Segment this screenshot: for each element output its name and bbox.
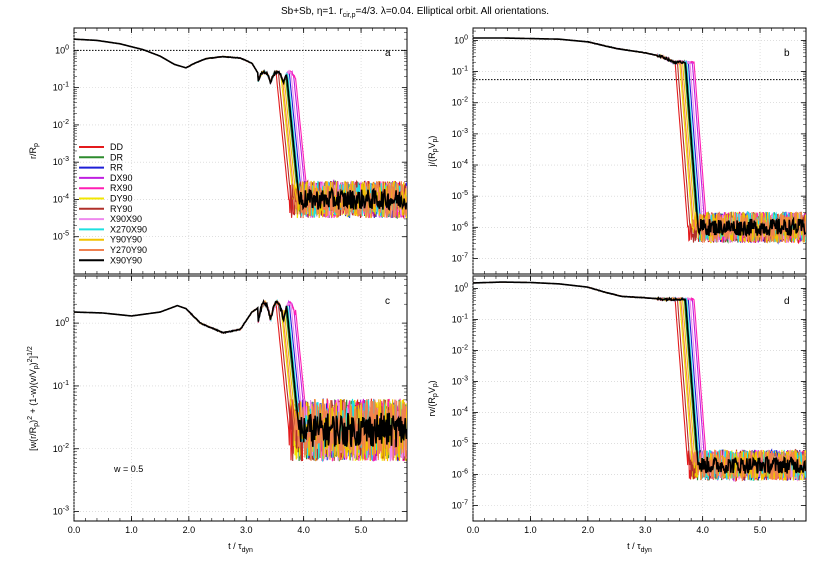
y-tick-label: 10-3: [53, 156, 69, 167]
panel-frame: [73, 275, 408, 522]
y-tick-label: 10-6: [452, 468, 468, 479]
legend-label-y270y90: Y270Y90: [110, 245, 147, 255]
x-tick-label: 4.0: [297, 525, 310, 535]
legend-label-dy90: DY90: [110, 194, 133, 204]
panel-letter: c: [385, 296, 390, 307]
y-tick-label: 10-4: [452, 159, 468, 170]
y-tick-label: 100: [55, 44, 69, 55]
panel-letter: a: [385, 48, 391, 59]
series-line-dr: [473, 37, 806, 244]
legend-label-dx90: DX90: [110, 173, 133, 183]
panel-annotation: w = 0.5: [113, 464, 143, 474]
series-line-ry90: [473, 37, 806, 243]
y-axis-label: [w(r/Rp)2 + (1-w)(v/Vp)2]1/2: [27, 346, 40, 451]
panel-b: 10-7 10-6 10-5 10-4 10-3 10-2 10-1 100 b j/(RpVp): [427, 27, 807, 275]
panel-letter: d: [784, 296, 790, 307]
x-tick-label: 3.0: [639, 525, 652, 535]
legend-label-ry90: RY90: [110, 204, 132, 214]
panel-d: 0.0 1.0 2.0 3.0 4.0 5.0 10-7 10-6 10-5 10-4 10-3 10…: [427, 275, 807, 554]
y-tick-label: 10-5: [452, 190, 468, 201]
panel-frame: [472, 275, 807, 522]
legend: DDDRRRDX90RX90DY90RY90X90X90X270X90Y90Y9…: [79, 142, 147, 265]
series-line-dy90: [473, 37, 806, 244]
legend-label-y90y90: Y90Y90: [110, 235, 142, 245]
series-line-x90y90: [473, 281, 806, 474]
panel-letter: b: [784, 48, 790, 59]
series-line-y90y90: [473, 37, 806, 244]
legend-label-rr: RR: [110, 163, 123, 173]
series-group: [74, 298, 407, 463]
panel-a: 10-5 10-4 10-3 10-2 10-1 100 a r/Rp DDDRRRDX90RX…: [28, 27, 408, 275]
y-tick-label: 10-5: [53, 231, 69, 242]
series-group: [473, 37, 806, 245]
y-tick-label: 10-2: [452, 97, 468, 108]
y-tick-label: 100: [454, 282, 468, 293]
series-line-dx90: [473, 37, 806, 243]
y-tick-label: 10-6: [452, 221, 468, 232]
panels-group: 10-5 10-4 10-3 10-2 10-1 100 a r/Rp DDDRRRDX90RX…: [27, 27, 807, 554]
legend-label-dd: DD: [110, 142, 123, 152]
x-tick-label: 1.0: [125, 525, 138, 535]
series-line-x90x90: [473, 37, 806, 243]
y-tick-label: 100: [454, 34, 468, 45]
y-tick-label: 10-1: [452, 66, 468, 77]
series-group: [74, 38, 407, 220]
y-tick-label: 10-2: [53, 443, 69, 454]
y-tick-label: 10-4: [452, 406, 468, 417]
y-tick-label: 10-1: [452, 313, 468, 324]
legend-label-rx90: RX90: [110, 183, 133, 193]
legend-label-dr: DR: [110, 152, 123, 162]
y-tick-label: 100: [55, 317, 69, 328]
y-tick-label: 10-3: [53, 506, 69, 517]
y-axis-label: r/Rp: [28, 143, 40, 159]
y-tick-label: 10-7: [452, 252, 468, 263]
x-tick-label: 0.0: [467, 525, 480, 535]
y-tick-label: 10-3: [452, 128, 468, 139]
figure-title: Sb+Sb, η=1. rcir,p=4/3. λ=0.04. Elliptic…: [281, 6, 549, 19]
series-line-x90y90: [473, 37, 806, 238]
series-line-x90y90: [74, 38, 407, 211]
x-tick-label: 2.0: [183, 525, 196, 535]
y-tick-label: 10-3: [452, 375, 468, 386]
series-line-rx90: [473, 37, 806, 244]
series-line-x270x90: [473, 37, 806, 243]
series-line-dd: [473, 37, 806, 245]
y-tick-label: 10-2: [452, 344, 468, 355]
x-tick-label: 3.0: [240, 525, 253, 535]
y-axis-label: j/(RpVp): [427, 136, 439, 168]
x-tick-label: 5.0: [355, 525, 368, 535]
y-tick-label: 10-2: [53, 119, 69, 130]
x-axis-label: t / τdyn: [228, 541, 253, 554]
x-tick-label: 5.0: [754, 525, 767, 535]
legend-label-x90y90: X90Y90: [110, 255, 142, 265]
x-tick-label: 4.0: [696, 525, 709, 535]
y-tick-label: 10-7: [452, 499, 468, 510]
series-line-rr: [473, 37, 806, 245]
y-tick-label: 10-1: [53, 380, 69, 391]
series-group: [473, 281, 806, 483]
y-tick-label: 10-5: [452, 437, 468, 448]
y-tick-label: 10-4: [53, 193, 69, 204]
legend-label-x90x90: X90X90: [110, 214, 142, 224]
series-line-y270y90: [473, 37, 806, 243]
x-tick-label: 2.0: [582, 525, 595, 535]
x-axis-label: t / τdyn: [627, 541, 652, 554]
panel-c: 0.0 1.0 2.0 3.0 4.0 5.0 10-3 10-2 10-1 100 c [w(r/R…: [27, 275, 408, 554]
legend-label-x270x90: X270X90: [110, 224, 147, 234]
series-line-x90x90: [473, 281, 806, 482]
x-tick-label: 1.0: [524, 525, 537, 535]
y-tick-label: 10-1: [53, 82, 69, 93]
y-axis-label: rv/(RpVp): [427, 380, 439, 416]
x-tick-label: 0.0: [68, 525, 81, 535]
series-line-x90y90: [74, 298, 407, 448]
